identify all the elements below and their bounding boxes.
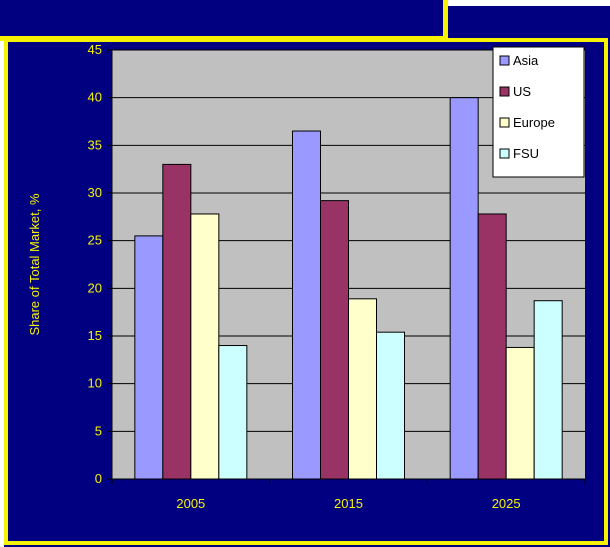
top-right-margin (448, 0, 610, 6)
y-tick-label: 25 (88, 233, 102, 248)
bar-us-2015 (320, 200, 349, 480)
x-tick-label: 2025 (492, 496, 521, 511)
bar-us-2025 (477, 213, 507, 480)
bars (134, 97, 563, 480)
left-margin (0, 41, 4, 547)
chart-frame (4, 38, 608, 545)
x-tick-label: 2015 (334, 496, 363, 511)
legend-label: US (513, 84, 531, 99)
y-tick-label: 45 (88, 42, 102, 57)
bar-asia-2005 (134, 235, 164, 480)
bar-europe-2015 (348, 298, 377, 480)
y-axis-ticks: 0 5 10 15 20 25 30 35 40 45 (88, 42, 112, 486)
legend: Asia US Europe FSU (492, 46, 585, 178)
bar-europe-2005 (190, 213, 220, 480)
axes (111, 50, 585, 480)
bar-asia-2015 (292, 130, 321, 480)
legend-swatch (499, 117, 510, 128)
bar-fsu-2025 (533, 300, 563, 480)
x-axis-ticks: 2005 2015 2025 (111, 479, 586, 511)
legend-swatch (499, 148, 510, 159)
y-tick-label: 5 (95, 423, 102, 438)
y-axis-title: Share of Total Market, % (27, 193, 42, 336)
legend-label: FSU (513, 146, 539, 161)
bar-europe-2025 (505, 346, 535, 480)
legend-swatch (499, 86, 510, 97)
legend-label: Europe (513, 115, 555, 130)
bar-asia-2025 (449, 97, 479, 480)
y-tick-label: 40 (88, 90, 102, 105)
legend-swatch (499, 55, 510, 66)
bar-us-2005 (162, 163, 192, 480)
y-tick-label: 15 (88, 328, 102, 343)
y-tick-label: 30 (88, 185, 102, 200)
bar-fsu-2005 (218, 345, 248, 480)
legend-label: Asia (513, 53, 539, 68)
bar-fsu-2015 (376, 331, 405, 480)
y-tick-label: 0 (95, 471, 102, 486)
y-tick-label: 10 (88, 376, 102, 391)
y-tick-label: 35 (88, 137, 102, 152)
x-tick-label: 2005 (176, 496, 205, 511)
y-tick-label: 20 (88, 280, 102, 295)
